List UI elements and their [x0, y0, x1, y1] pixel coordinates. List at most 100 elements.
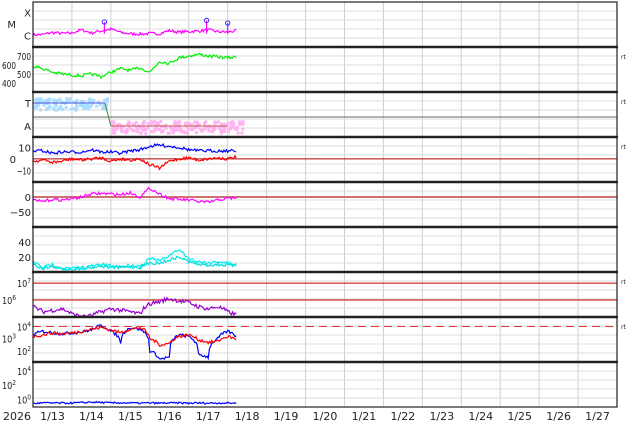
polarity-point: [174, 129, 178, 133]
polarity-point: [223, 130, 227, 134]
polarity-point: [203, 121, 207, 125]
polarity-point: [181, 129, 185, 133]
polarity-tick-label: T: [24, 99, 32, 110]
polarity-point: [241, 122, 245, 126]
polarity-point: [42, 99, 46, 103]
polarity-point: [190, 123, 194, 127]
bottom-series-line: [32, 400, 237, 405]
x-tick-label: 1/16: [157, 410, 182, 423]
polarity-point: [217, 126, 221, 130]
polarity-point: [97, 100, 101, 104]
polarity-point: [125, 127, 129, 131]
polarity-point: [210, 126, 214, 130]
polarity-point: [68, 97, 72, 101]
polarity-point: [177, 128, 181, 132]
tick-exponent: 4: [27, 365, 31, 373]
polarity-point: [179, 130, 183, 134]
polarity-point: [185, 131, 189, 135]
x-year-label: 2026: [3, 410, 31, 423]
polarity-point: [173, 122, 177, 126]
polarity-point: [164, 126, 168, 130]
polarity-point: [201, 127, 205, 131]
polarity-point: [81, 99, 85, 103]
rt-label: rt: [621, 324, 626, 331]
polarity-point: [125, 129, 129, 133]
polarity-point: [65, 97, 69, 101]
polarity-point: [103, 103, 107, 107]
polarity-point: [226, 122, 230, 126]
reference-lines: [33, 116, 617, 327]
polarity-point: [37, 103, 41, 107]
x-tick-label: 1/20: [313, 410, 338, 423]
electron-tick-label: 103: [2, 333, 16, 346]
cyan-tick-label: 40: [18, 238, 31, 249]
polarity-point: [111, 122, 115, 126]
polarity-point: [74, 108, 78, 112]
polarity-point: [151, 130, 155, 134]
x-tick-label: 1/26: [546, 410, 571, 423]
bottom-tick-label: 104: [17, 365, 31, 378]
polarity-point: [73, 100, 77, 104]
x-tick-label: 1/13: [40, 410, 65, 423]
dst-tick-label: −50: [10, 208, 31, 219]
polarity-point: [64, 106, 68, 110]
polarity-point: [213, 126, 217, 130]
polarity-point: [35, 104, 39, 108]
bottom-tick-label: 102: [2, 379, 16, 392]
x-tick-label: 1/22: [391, 410, 416, 423]
dst-tick-label: 0: [25, 193, 31, 204]
polarity-point: [44, 98, 48, 102]
polarity-point: [75, 98, 79, 102]
rt-label: rt: [621, 144, 626, 151]
tick-exponent: 2: [12, 379, 16, 387]
polarity-point: [223, 128, 227, 132]
polarity-point: [229, 121, 233, 125]
polarity-point: [238, 122, 242, 126]
polarity-point: [55, 99, 59, 103]
polarity-point: [171, 131, 175, 135]
polarity-point: [132, 123, 136, 127]
polarity-point: [194, 131, 198, 135]
polarity-point: [75, 102, 79, 106]
polarity-point: [44, 107, 48, 111]
polarity-point: [160, 130, 164, 134]
polarity-point: [156, 123, 160, 127]
polarity-tick-label: A: [24, 122, 31, 133]
polarity-point: [87, 104, 91, 108]
polarity-point: [88, 97, 92, 101]
polarity-point: [179, 127, 183, 131]
polarity-point: [145, 127, 149, 131]
polarity-point: [87, 107, 91, 111]
polarity-point: [153, 128, 157, 132]
polarity-point: [166, 131, 170, 135]
polarity-point: [198, 127, 202, 131]
polarity-point: [105, 100, 109, 104]
polarity-point: [79, 104, 83, 108]
x-tick-label: 1/23: [429, 410, 454, 423]
polarity-point: [233, 126, 237, 130]
x-tick-label: 1/19: [274, 410, 299, 423]
polarity-point: [174, 123, 178, 127]
polarity-point: [85, 106, 89, 110]
polarity-point: [127, 120, 131, 124]
polarity-point: [144, 131, 148, 135]
polarity-point: [240, 131, 244, 135]
polarity-point: [39, 97, 43, 101]
proton-tick-label: 106: [2, 294, 16, 307]
cyan-tick-label: 20: [18, 253, 31, 264]
polarity-point: [116, 126, 120, 130]
polarity-point: [146, 125, 150, 129]
tick-exponent: 2: [27, 345, 31, 353]
imf-tick-label: 0: [10, 155, 16, 166]
polarity-point: [89, 104, 93, 108]
speed-tick-label: 600: [2, 61, 16, 72]
speed-tick-label: 500: [17, 70, 31, 81]
polarity-point: [39, 108, 43, 112]
panel-frames: [32, 1, 618, 408]
tick-exponent: 4: [27, 320, 31, 328]
polarity-point: [184, 121, 188, 125]
polarity-point: [54, 104, 58, 108]
plot-border: [32, 1, 618, 408]
polarity-transition: [104, 102, 112, 127]
polarity-point: [87, 99, 91, 103]
